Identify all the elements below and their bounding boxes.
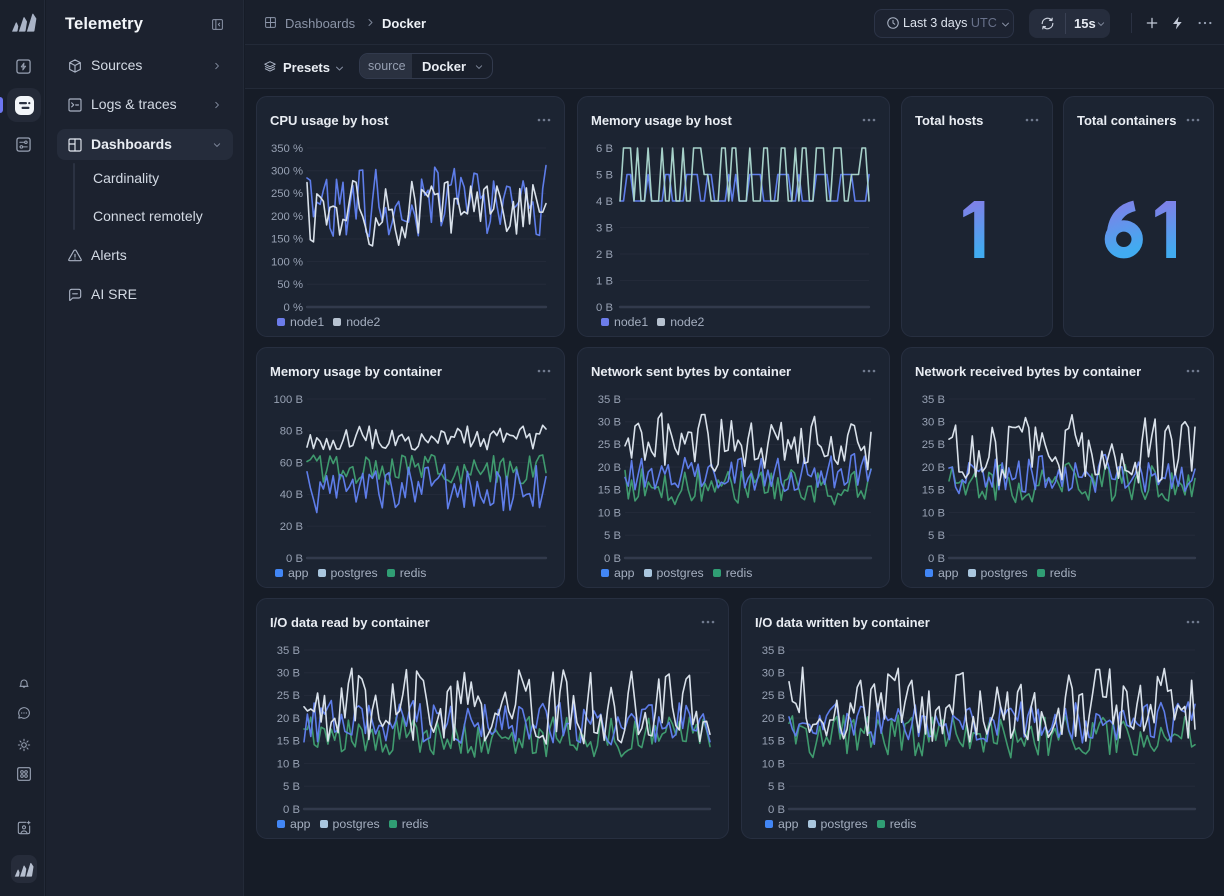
svg-text:5 B: 5 B [604,530,621,542]
svg-text:35 B: 35 B [922,394,945,406]
svg-text:25 B: 25 B [762,690,785,702]
svg-text:20 B: 20 B [762,713,785,725]
svg-text:30 B: 30 B [762,668,785,680]
svg-text:30 B: 30 B [922,417,945,429]
svg-text:50 %: 50 % [277,279,303,291]
svg-text:3 B: 3 B [596,222,613,234]
svg-text:350 %: 350 % [271,143,303,155]
svg-text:20 B: 20 B [280,521,303,533]
svg-text:80 B: 80 B [280,426,303,438]
svg-text:0 B: 0 B [286,553,303,565]
svg-text:15 B: 15 B [598,485,621,497]
svg-text:0 B: 0 B [596,302,613,314]
svg-text:100 B: 100 B [273,394,303,406]
svg-text:5 B: 5 B [596,169,613,181]
svg-text:250 %: 250 % [271,188,303,200]
svg-text:10 B: 10 B [277,758,300,770]
svg-text:0 %: 0 % [284,302,303,314]
svg-text:25 B: 25 B [277,690,300,702]
svg-text:25 B: 25 B [922,439,945,451]
svg-text:200 %: 200 % [271,211,303,223]
svg-text:10 B: 10 B [922,507,945,519]
svg-text:0 B: 0 B [604,553,621,565]
svg-text:5 B: 5 B [283,781,300,793]
svg-text:30 B: 30 B [277,668,300,680]
svg-text:15 B: 15 B [922,485,945,497]
svg-text:30 B: 30 B [598,417,621,429]
svg-text:35 B: 35 B [277,645,300,657]
svg-text:60 B: 60 B [280,457,303,469]
svg-text:0 B: 0 B [283,804,300,816]
svg-text:0 B: 0 B [928,553,945,565]
svg-text:20 B: 20 B [277,713,300,725]
svg-text:2 B: 2 B [596,249,613,261]
svg-text:15 B: 15 B [277,736,300,748]
svg-text:150 %: 150 % [271,234,303,246]
svg-text:15 B: 15 B [762,736,785,748]
svg-text:20 B: 20 B [922,462,945,474]
svg-text:10 B: 10 B [762,758,785,770]
svg-text:35 B: 35 B [598,394,621,406]
svg-text:25 B: 25 B [598,439,621,451]
svg-text:5 B: 5 B [928,530,945,542]
svg-text:40 B: 40 B [280,489,303,501]
svg-text:35 B: 35 B [762,645,785,657]
svg-text:0 B: 0 B [768,804,785,816]
svg-text:1 B: 1 B [596,275,613,287]
svg-text:5 B: 5 B [768,781,785,793]
svg-text:10 B: 10 B [598,507,621,519]
svg-text:20 B: 20 B [598,462,621,474]
svg-text:300 %: 300 % [271,166,303,178]
svg-text:4 B: 4 B [596,196,613,208]
svg-text:100 %: 100 % [271,256,303,268]
svg-text:6 B: 6 B [596,143,613,155]
